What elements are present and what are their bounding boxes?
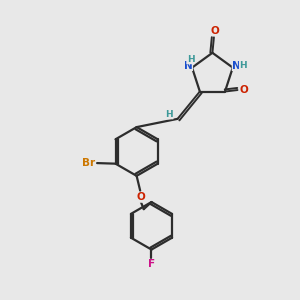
Text: N: N: [232, 61, 241, 70]
Text: H: H: [165, 110, 173, 119]
Text: H: H: [239, 61, 247, 70]
Text: H: H: [187, 55, 194, 64]
Text: O: O: [137, 192, 146, 202]
Text: F: F: [148, 260, 155, 269]
Text: Br: Br: [82, 158, 95, 168]
Text: O: O: [210, 26, 219, 35]
Text: O: O: [240, 85, 249, 95]
Text: N: N: [184, 61, 193, 70]
